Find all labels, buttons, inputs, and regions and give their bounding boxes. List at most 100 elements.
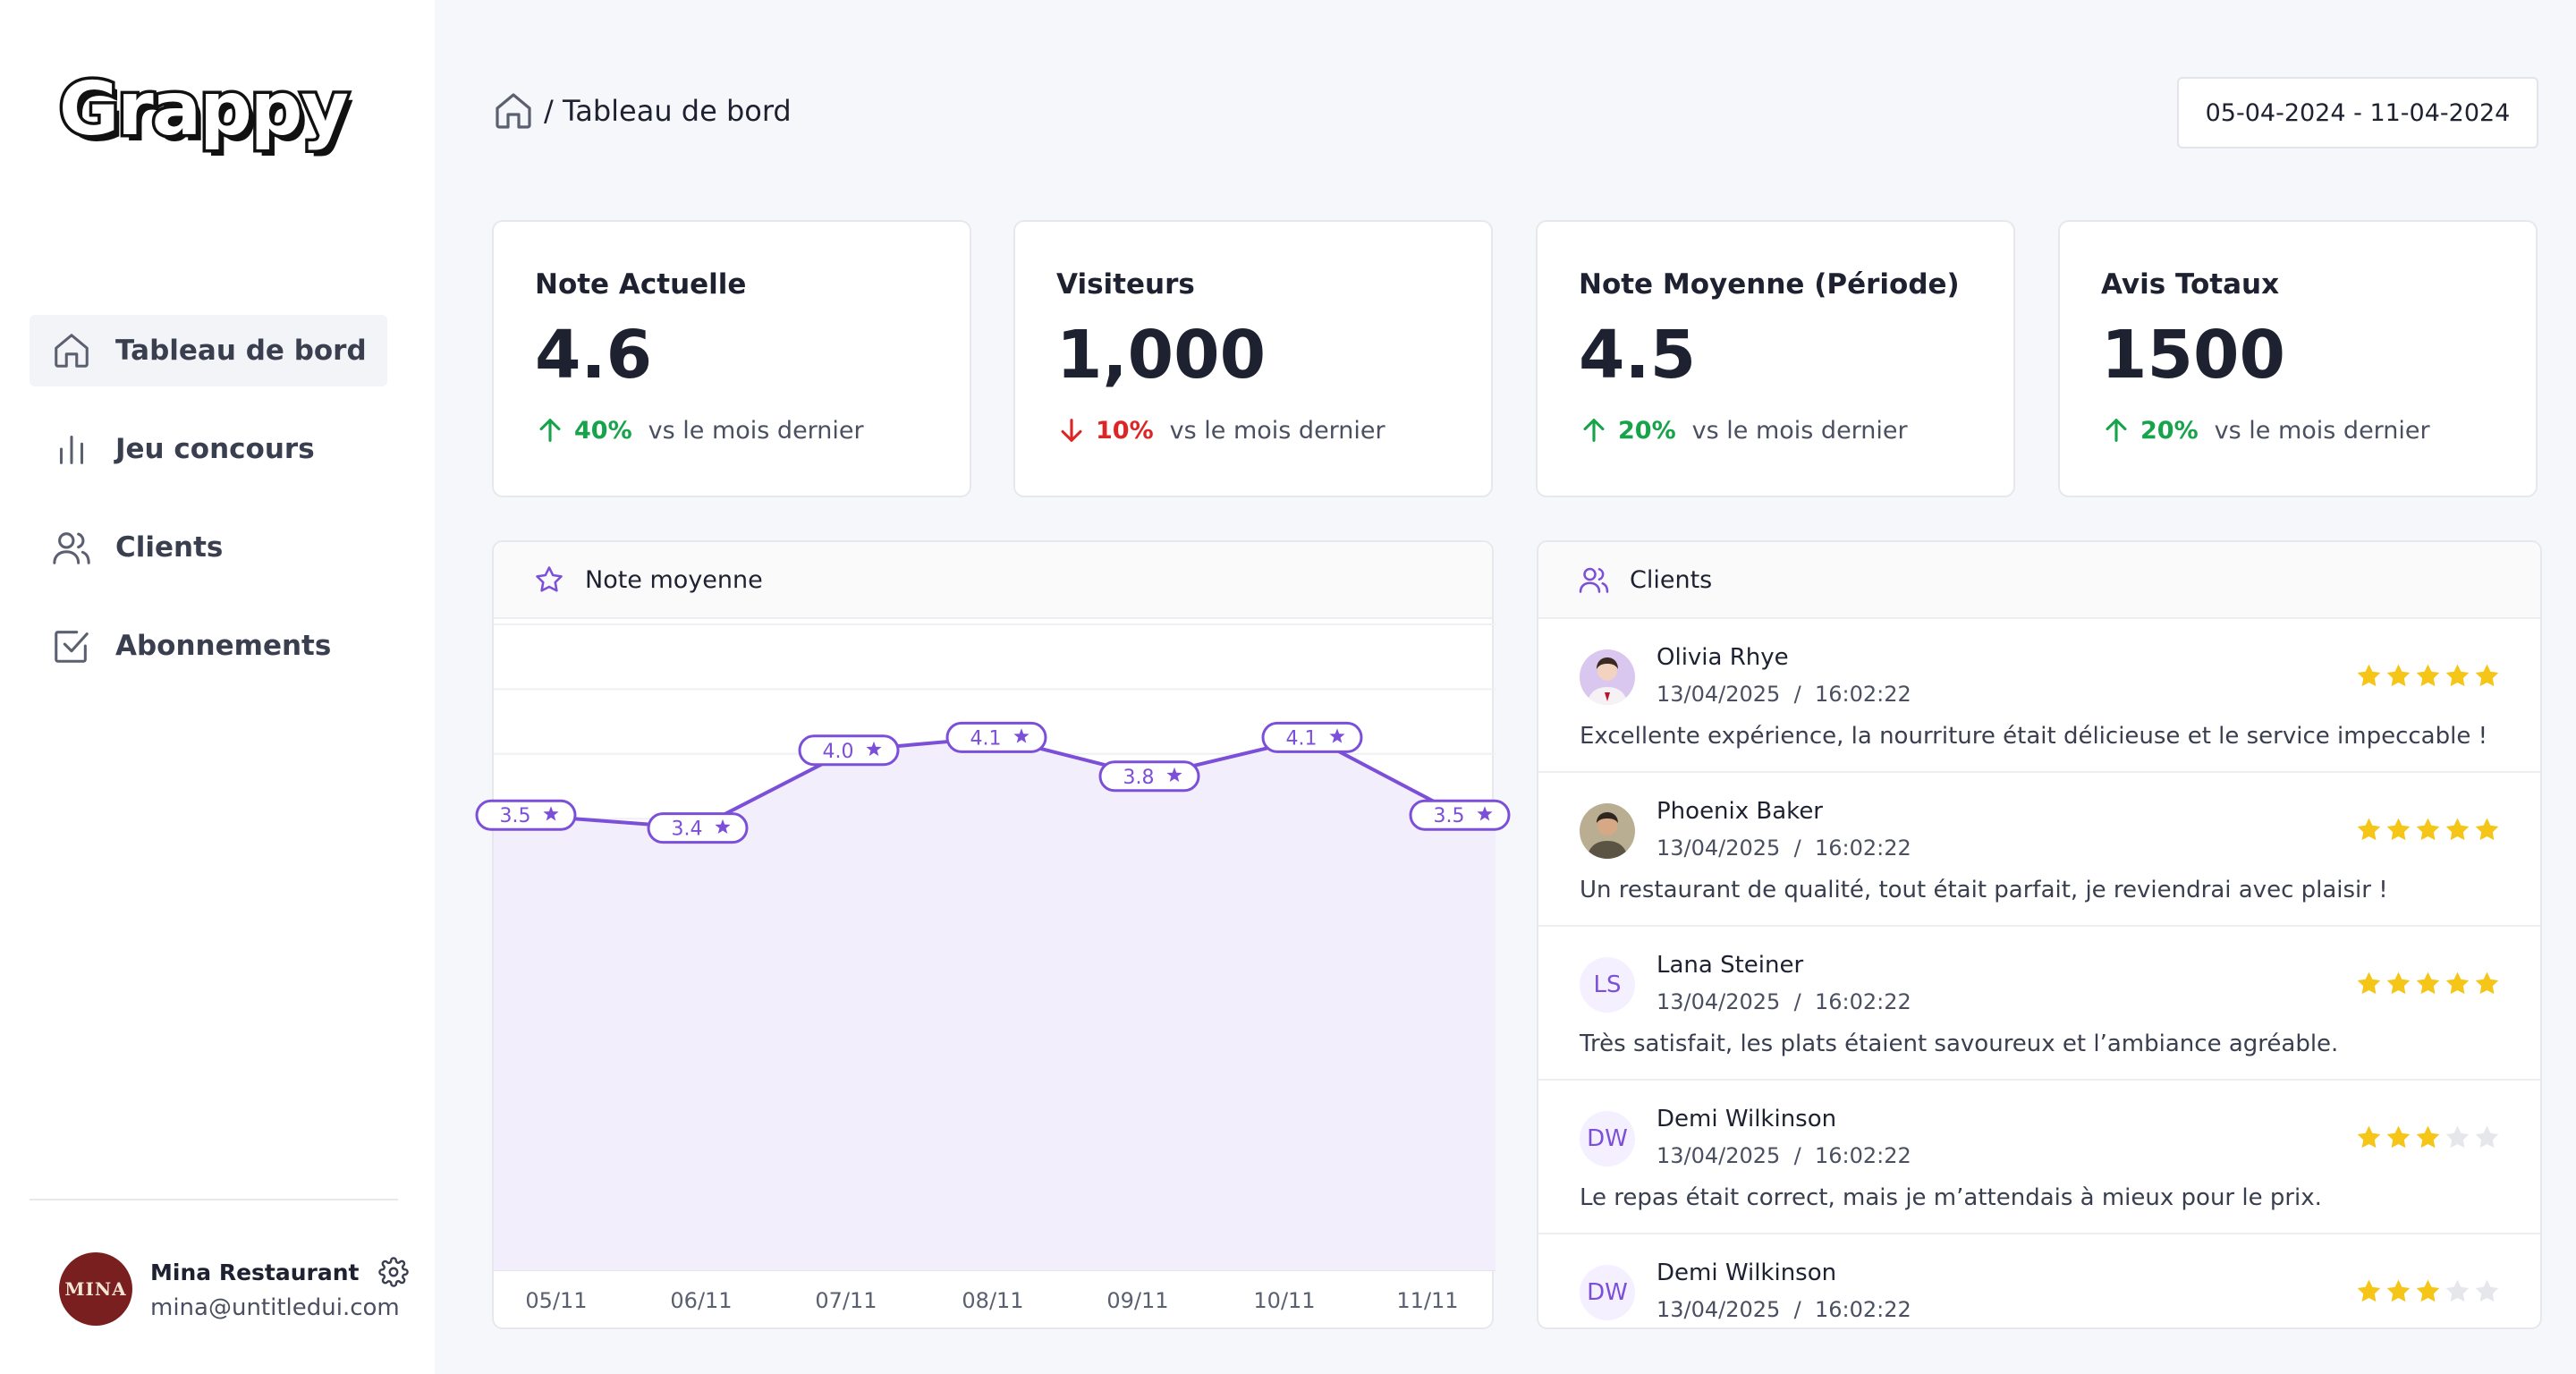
gear-icon[interactable] bbox=[378, 1257, 410, 1287]
chart-x-axis: 05/11 06/11 07/11 08/11 09/11 10/11 11/11 bbox=[525, 1288, 1458, 1313]
star-filled-icon bbox=[2475, 818, 2499, 841]
avatar bbox=[1580, 803, 1635, 859]
date-range-picker[interactable]: 05-04-2024 - 11-04-2024 bbox=[2177, 77, 2538, 148]
kpi-delta-caption: vs le mois dernier bbox=[2214, 416, 2430, 445]
review-rating bbox=[2353, 970, 2501, 997]
arrow-up-icon bbox=[1583, 419, 1605, 442]
chart-point-value: 3.8 bbox=[1123, 767, 1155, 789]
chart-point-label[interactable]: 4.1 bbox=[945, 721, 1047, 753]
review-item[interactable]: DW Demi Wilkinson 13/04/2025 / 16:02:22 Le … bbox=[1538, 1081, 2540, 1234]
reviews-list: Olivia Rhye 13/04/2025 / 16:02:22 Excellen… bbox=[1538, 619, 2540, 1327]
review-text: Très satisfait, les plats étaient savour… bbox=[1580, 1030, 2339, 1057]
avatar bbox=[1580, 649, 1635, 705]
review-timestamp: 13/04/2025 / 16:02:22 bbox=[1657, 682, 1911, 707]
review-author: Lana Steiner bbox=[1657, 952, 1804, 979]
home-icon[interactable] bbox=[492, 89, 535, 132]
review-author: Olivia Rhye bbox=[1657, 644, 1789, 671]
profile-email: mina@untitledui.com bbox=[150, 1294, 400, 1321]
review-date-separator: / bbox=[1780, 1143, 1815, 1168]
star-icon bbox=[1477, 806, 1493, 821]
review-timestamp: 13/04/2025 / 16:02:22 bbox=[1657, 835, 1911, 861]
review-item[interactable]: DW Demi Wilkinson 13/04/2025 / 16:02:22 bbox=[1538, 1234, 2540, 1327]
sidebar-item-dashboard[interactable]: Tableau de bord bbox=[30, 315, 387, 386]
review-text: Excellente expérience, la nourriture éta… bbox=[1580, 723, 2488, 750]
review-time: 16:02:22 bbox=[1814, 835, 1911, 861]
star-filled-icon bbox=[2386, 1279, 2411, 1302]
review-date-separator: / bbox=[1780, 835, 1815, 861]
arrow-up-icon bbox=[2106, 419, 2127, 442]
avatar[interactable]: MINA bbox=[59, 1252, 132, 1326]
star-empty-icon bbox=[2475, 1279, 2499, 1302]
star-filled-icon bbox=[2416, 971, 2440, 995]
chart-data-labels: 3.5 3.4 4.0 4.1 3.8 4.1 3.5 bbox=[475, 721, 1511, 844]
star-filled-icon bbox=[2357, 971, 2381, 995]
chart-point-value: 4.1 bbox=[1286, 727, 1318, 750]
kpi-title: Avis Totaux bbox=[2101, 268, 2280, 301]
star-icon bbox=[715, 818, 731, 834]
sidebar-item-label: Jeu concours bbox=[115, 433, 315, 465]
profile-text: Mina Restaurant mina@untitledui.com bbox=[150, 1257, 410, 1321]
sidebar-item-subscriptions[interactable]: Abonnements bbox=[30, 610, 387, 682]
users-icon bbox=[53, 532, 90, 564]
review-author: Demi Wilkinson bbox=[1657, 1106, 1837, 1132]
review-item[interactable]: Olivia Rhye 13/04/2025 / 16:02:22 Excellen… bbox=[1538, 619, 2540, 773]
star-icon bbox=[1013, 728, 1030, 743]
profile-name: Mina Restaurant bbox=[150, 1259, 360, 1285]
avatar: LS bbox=[1580, 957, 1635, 1013]
kpi-card-total-reviews: Avis Totaux 1500 20% vs le mois dernier bbox=[2058, 220, 2538, 497]
chart-point-label[interactable]: 4.1 bbox=[1261, 721, 1363, 753]
chart-point-value: 3.5 bbox=[1434, 805, 1465, 827]
star-icon bbox=[1329, 728, 1345, 743]
review-rating bbox=[2353, 1277, 2501, 1305]
chart-point-label[interactable]: 3.5 bbox=[1409, 799, 1511, 831]
chart-point-label[interactable]: 3.5 bbox=[475, 799, 577, 831]
sidebar-item-contest[interactable]: Jeu concours bbox=[30, 413, 387, 485]
kpi-delta-percent: 10% bbox=[1096, 416, 1154, 445]
review-text: Un restaurant de qualité, tout était par… bbox=[1580, 877, 2388, 903]
star-filled-icon bbox=[2416, 664, 2440, 687]
kpi-card-visitors: Visiteurs 1,000 10% vs le mois dernier bbox=[1013, 220, 1493, 497]
chart-x-tick: 06/11 bbox=[670, 1288, 732, 1313]
chart-x-tick: 07/11 bbox=[815, 1288, 877, 1313]
kpi-delta-percent: 40% bbox=[574, 416, 632, 445]
kpi-delta-percent: 20% bbox=[2140, 416, 2199, 445]
kpi-card-current-rating: Note Actuelle 4.6 40% vs le mois dernier bbox=[492, 220, 971, 497]
kpi-delta-caption: vs le mois dernier bbox=[1691, 416, 1908, 445]
kpi-value: 4.5 bbox=[1579, 317, 1697, 394]
check-square-icon bbox=[55, 631, 89, 663]
sidebar-item-clients[interactable]: Clients bbox=[30, 512, 387, 583]
star-empty-icon bbox=[2445, 1125, 2470, 1149]
star-filled-icon bbox=[2357, 1279, 2381, 1302]
chart-x-tick: 09/11 bbox=[1106, 1288, 1168, 1313]
panel-header: Note moyenne bbox=[494, 542, 1492, 619]
star-filled-icon bbox=[2386, 1125, 2411, 1149]
kpi-delta-caption: vs le mois dernier bbox=[648, 416, 864, 445]
profile: MINA Mina Restaurant mina@untitledui.com bbox=[59, 1252, 410, 1326]
review-date: 13/04/2025 bbox=[1657, 1297, 1781, 1322]
chart-point-value: 3.4 bbox=[672, 818, 703, 841]
users-icon bbox=[1579, 567, 1609, 593]
star-filled-icon bbox=[2357, 1125, 2381, 1149]
panel-header: Clients bbox=[1538, 542, 2540, 619]
review-time: 16:02:22 bbox=[1814, 682, 1911, 707]
average-rating-panel: Note moyenne 3.5 3.4 4.0 4.1 3.8 4.1 3.5 05/11… bbox=[475, 540, 1511, 1329]
home-icon bbox=[55, 334, 89, 368]
review-item[interactable]: Phoenix Baker 13/04/2025 / 16:02:22 Un res… bbox=[1538, 773, 2540, 927]
star-icon bbox=[536, 566, 563, 592]
review-text: Le repas était correct, mais je m’attend… bbox=[1580, 1184, 2322, 1211]
arrow-up-icon bbox=[539, 419, 561, 442]
review-timestamp: 13/04/2025 / 16:02:22 bbox=[1657, 1297, 1911, 1322]
app-logo[interactable]: Grappy bbox=[56, 67, 352, 152]
star-filled-icon bbox=[2445, 818, 2470, 841]
sidebar-item-label: Abonnements bbox=[115, 630, 332, 662]
kpi-value: 1,000 bbox=[1056, 317, 1267, 394]
bar-chart-icon bbox=[59, 436, 84, 464]
chart-point-label[interactable]: 3.4 bbox=[647, 812, 749, 844]
arrow-down-icon bbox=[1061, 419, 1082, 442]
chart-point-label[interactable]: 4.0 bbox=[798, 734, 900, 767]
clients-panel: Clients Olivia Rhye 13/04/2025 / 16:02:22… bbox=[1537, 540, 2542, 1329]
star-filled-icon bbox=[2475, 971, 2499, 995]
breadcrumb-current: / Tableau de bord bbox=[544, 94, 792, 128]
chart-point-label[interactable]: 3.8 bbox=[1098, 760, 1200, 793]
review-item[interactable]: LS Lana Steiner 13/04/2025 / 16:02:22 Très … bbox=[1538, 927, 2540, 1081]
